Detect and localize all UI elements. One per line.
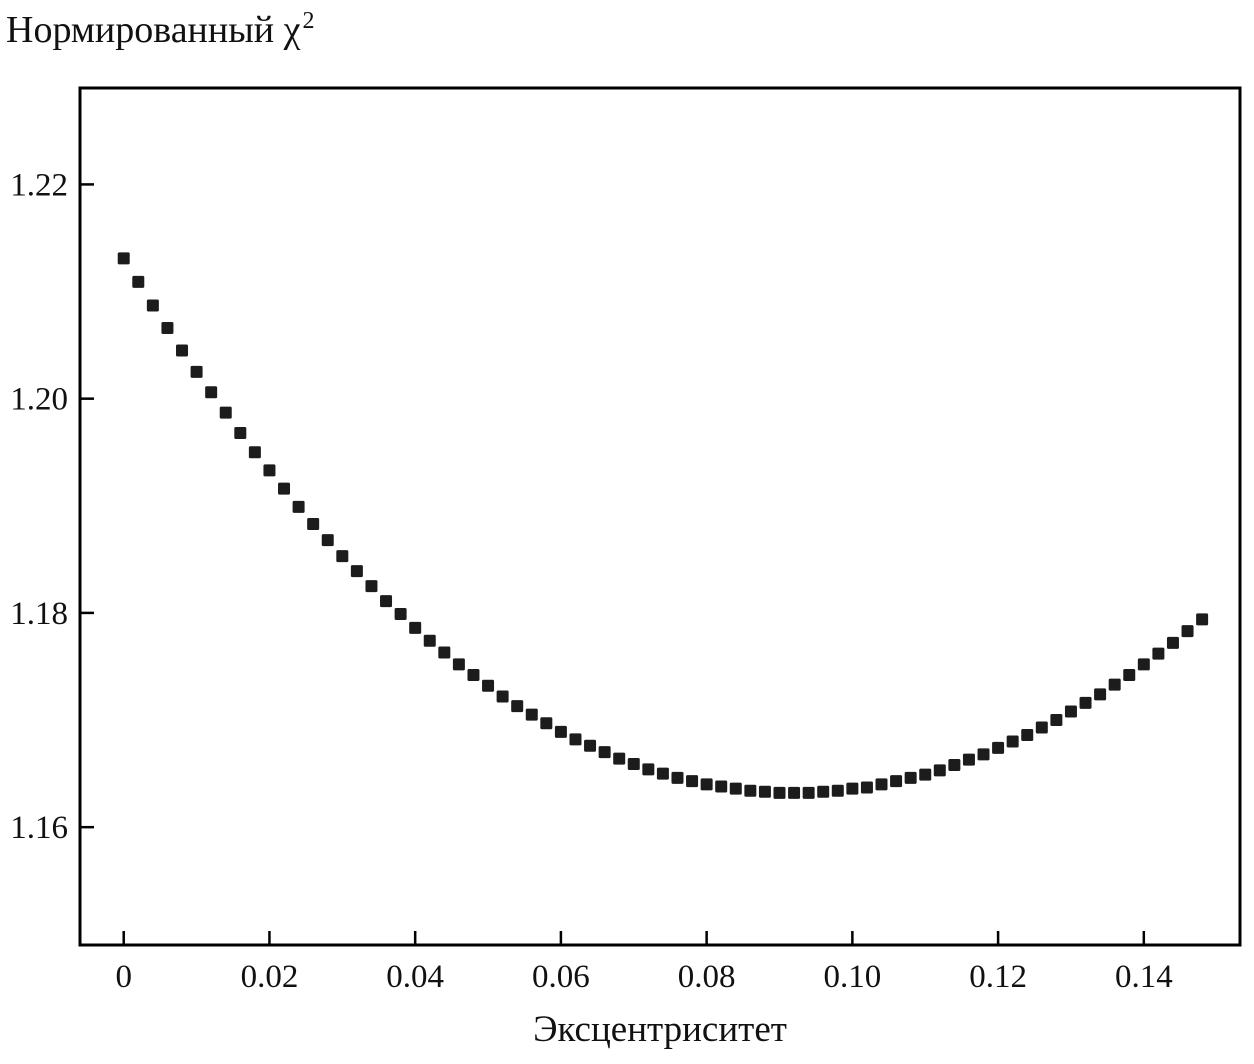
data-point — [773, 786, 786, 799]
x-tick-label: 0.12 — [969, 959, 1027, 995]
data-point — [496, 690, 509, 703]
data-point — [919, 768, 932, 781]
data-point — [875, 778, 888, 791]
data-point — [117, 252, 130, 265]
x-tick-label: 0 — [115, 959, 132, 995]
data-point — [248, 446, 261, 459]
data-point — [1108, 678, 1121, 691]
x-tick-label: 0.10 — [823, 959, 881, 995]
data-point — [715, 780, 728, 793]
data-point — [234, 426, 247, 439]
x-tick-label: 0.02 — [241, 959, 299, 995]
data-point — [671, 771, 684, 784]
x-tick-label: 0.04 — [386, 959, 444, 995]
data-point — [700, 778, 713, 791]
data-point — [846, 782, 859, 795]
y-tick-label: 1.18 — [10, 596, 68, 632]
data-point — [656, 767, 669, 780]
data-point — [511, 700, 524, 713]
data-point — [394, 607, 407, 620]
data-point — [1050, 714, 1063, 727]
data-point — [1079, 696, 1092, 709]
x-tick-label: 0.14 — [1115, 959, 1173, 995]
y-tick-label: 1.22 — [10, 167, 68, 203]
data-point — [525, 708, 538, 721]
data-point — [569, 733, 582, 746]
data-point — [540, 717, 553, 730]
data-point — [554, 725, 567, 738]
data-point — [263, 464, 276, 477]
data-point — [598, 746, 611, 759]
data-point — [744, 784, 757, 797]
data-point — [365, 580, 378, 593]
data-point — [860, 781, 873, 794]
data-point — [788, 786, 801, 799]
data-point — [307, 517, 320, 530]
data-point — [613, 752, 626, 765]
data-point — [1064, 705, 1077, 718]
data-point — [161, 321, 174, 334]
data-point — [482, 679, 495, 692]
data-point — [802, 786, 815, 799]
data-point — [627, 757, 640, 770]
data-point — [904, 771, 917, 784]
data-point — [409, 621, 422, 634]
axes-frame — [78, 86, 1242, 947]
data-point — [977, 748, 990, 761]
data-point — [292, 500, 305, 513]
data-point — [1035, 721, 1048, 734]
data-point — [962, 753, 975, 766]
data-point — [219, 406, 232, 419]
data-point — [176, 344, 189, 357]
data-point — [1181, 625, 1194, 638]
data-point — [278, 482, 291, 495]
data-point — [933, 764, 946, 777]
data-point — [452, 658, 465, 671]
data-point — [1021, 729, 1034, 742]
data-point — [584, 739, 597, 752]
data-point — [350, 565, 363, 578]
data-point — [336, 550, 349, 563]
chart-title-text: Нормированный χ — [6, 9, 301, 51]
data-point — [831, 784, 844, 797]
data-point — [1166, 636, 1179, 649]
data-point — [1006, 735, 1019, 748]
data-point — [190, 365, 203, 378]
y-tick-label: 1.20 — [10, 382, 68, 418]
data-point — [817, 785, 830, 798]
data-point — [992, 741, 1005, 754]
data-point — [380, 595, 393, 608]
data-point — [1196, 613, 1209, 626]
chart-title: Нормированный χ2 — [6, 8, 314, 52]
data-point — [423, 634, 436, 647]
data-point — [438, 646, 451, 659]
data-point — [132, 275, 145, 288]
data-point — [686, 775, 699, 788]
data-point — [729, 782, 742, 795]
data-point — [321, 534, 334, 547]
data-point — [146, 299, 159, 312]
data-point — [1094, 688, 1107, 701]
data-point — [642, 763, 655, 776]
x-tick-label: 0.06 — [532, 959, 590, 995]
data-point — [1137, 658, 1150, 671]
data-point — [205, 386, 218, 399]
data-point — [1123, 669, 1136, 682]
chart-title-superscript: 2 — [302, 8, 315, 34]
data-point — [890, 775, 903, 788]
data-point — [758, 785, 771, 798]
y-tick-label: 1.16 — [10, 810, 68, 846]
x-axis-label: Эксцентриситет — [533, 1009, 787, 1050]
data-point — [467, 669, 480, 682]
data-point — [1152, 647, 1165, 660]
x-tick-label: 0.08 — [678, 959, 736, 995]
data-point — [948, 759, 961, 772]
